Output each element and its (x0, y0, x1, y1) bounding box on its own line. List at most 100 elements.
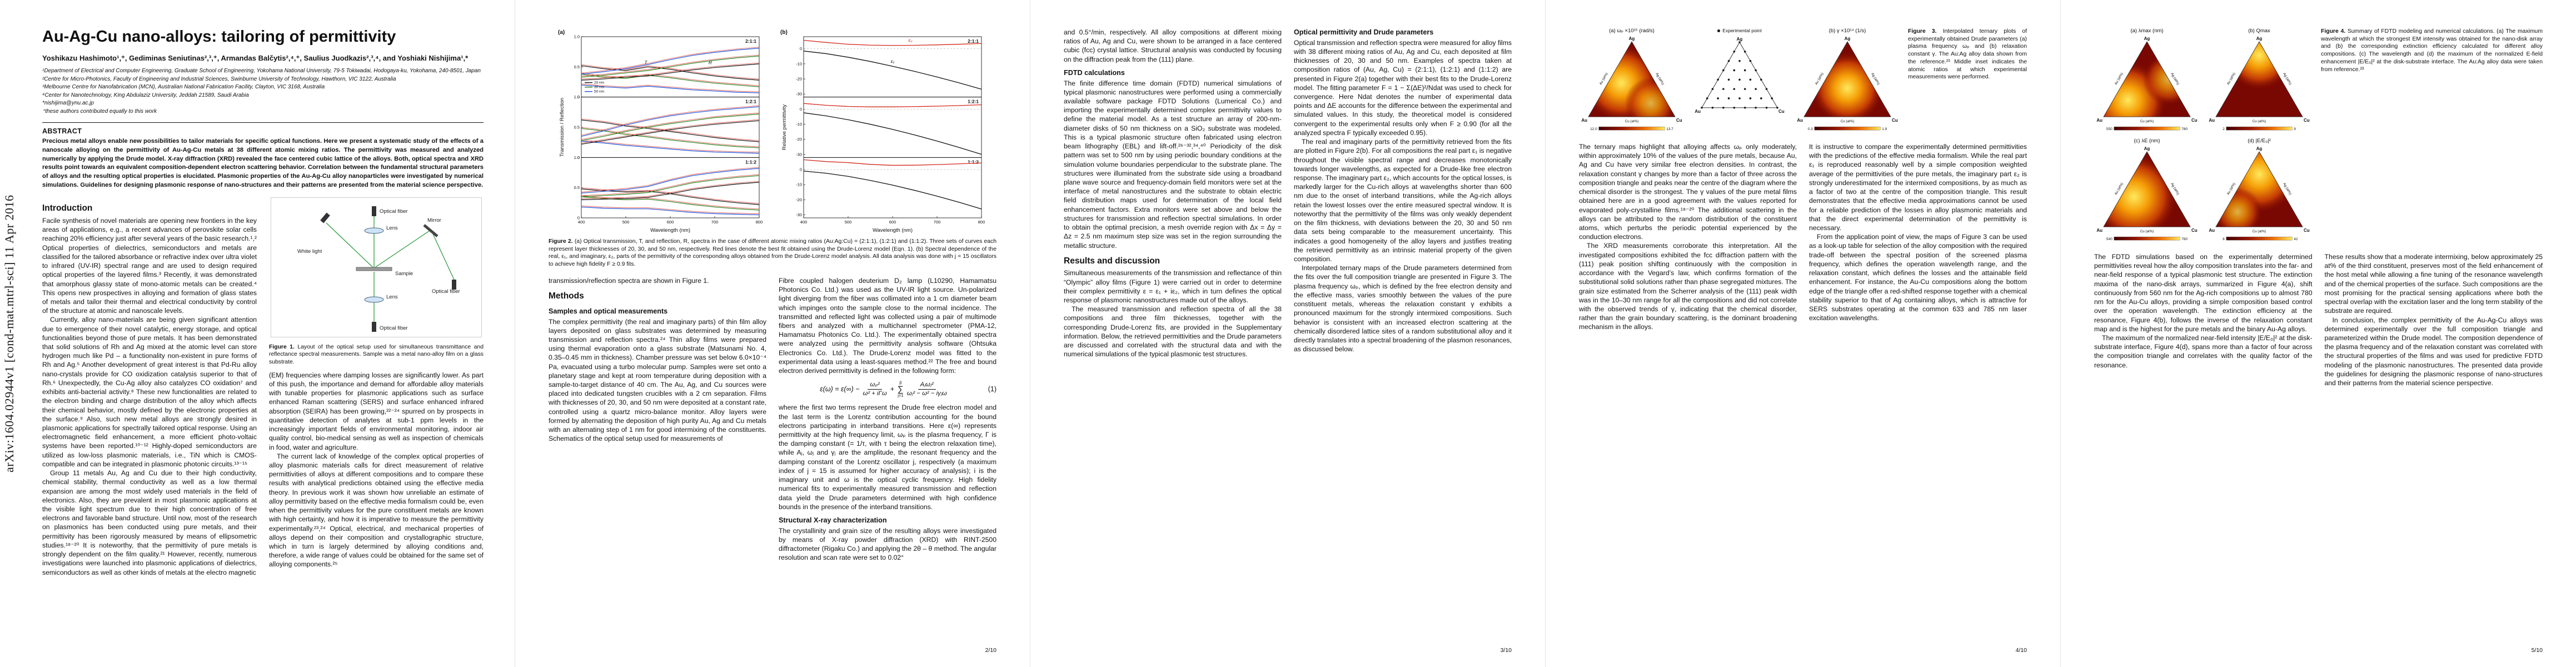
svg-text:Ag (at%): Ag (at%) (2170, 72, 2180, 86)
svg-text:Au (at%): Au (at%) (1599, 72, 1609, 86)
fiber-right-icon (452, 280, 456, 290)
body-paragraph: In conclusion, the complex permittivity … (2324, 316, 2543, 387)
svg-text:Ag: Ag (1629, 36, 1635, 41)
svg-text:1:1:2: 1:1:2 (745, 159, 756, 165)
schematic-label: Mirror (427, 217, 441, 223)
body-paragraph: where the first two terms represent the … (779, 404, 996, 511)
svg-text:700: 700 (934, 220, 941, 225)
body-paragraph: The XRD measurements corroborate this in… (1579, 242, 1797, 331)
equation-plus: + (890, 385, 895, 394)
figure-4-panel-c: (c) λE (nm) Au (at%) Ag (at%) Cu (at%) 540 7… (2094, 138, 2200, 245)
svg-text:Cu (at%): Cu (at%) (2140, 120, 2154, 123)
svg-text:(a): (a) (558, 29, 565, 36)
svg-text:Au (at%): Au (at%) (2226, 72, 2236, 86)
page-5: (a) λmax (nm) Au (at%) Ag (at%) Cu (at%) 55… (2061, 0, 2576, 667)
light-beams (326, 216, 455, 322)
affiliations: ¹Department of Electrical and Computer E… (42, 67, 484, 116)
body-paragraph: Optical transmission and reflection spec… (1294, 38, 1512, 137)
schematic-label: Lens (386, 294, 398, 300)
arxiv-stamp: arXiv:1604.02944v1 [cond-mat.mtrl-sci] 1… (2, 195, 16, 472)
svg-text:(b): (b) (780, 29, 788, 36)
body-paragraph: From the application point of view, the … (1809, 233, 2027, 322)
svg-text:1.0: 1.0 (574, 94, 580, 99)
abstract-block: ABSTRACT Precious metal alloys enable ne… (42, 122, 484, 190)
svg-text:0.3: 0.3 (1808, 127, 1813, 131)
svg-text:Au: Au (1581, 118, 1587, 123)
svg-text:Ag (at%): Ag (at%) (1870, 72, 1880, 86)
svg-text:0: 0 (800, 46, 802, 51)
corresponding-email: *nishijima@ynu.ac.jp (42, 100, 94, 107)
schematic-label: Optical fiber (432, 288, 460, 295)
subsection-heading-drude: Optical permittivity and Drude parameter… (1294, 28, 1434, 36)
body-paragraph: The real and imaginary parts of the perm… (1294, 138, 1512, 263)
svg-text:600: 600 (889, 220, 896, 225)
fiber-left-icon (320, 212, 330, 223)
ternary-experimental-points: Ag Au Cu (1695, 37, 1785, 114)
svg-text:Cu: Cu (1778, 109, 1785, 114)
ternary-map-relaxation-constant: Au (at%) Ag (at%) Cu (at%) 0.3 1.9 Ag Au Cu (1797, 36, 1897, 131)
equation-fraction: Aⱼωⱼ² ωⱼ² − ω² − iγⱼω (906, 381, 947, 397)
schematic-label: Lens (386, 225, 398, 231)
svg-text:Ag (at%): Ag (at%) (2282, 182, 2292, 196)
figure-2b-permittivity-plot: (b) Relative permittivity Wavelength (nm) 0… (780, 29, 985, 233)
page-3: and 0.5°/min, respectively. All alloy co… (1030, 0, 1546, 667)
svg-text:13.7: 13.7 (1666, 127, 1673, 131)
svg-text:Au (at%): Au (at%) (1815, 72, 1825, 86)
svg-text:Ag: Ag (2144, 146, 2150, 151)
figure-3-caption: Figure 3. Interpolated ternary plots of … (1908, 28, 2027, 81)
svg-text:-30: -30 (796, 212, 802, 217)
subsection-heading-fdtd: FDTD calculations (1064, 68, 1125, 77)
svg-text:T: T (644, 59, 647, 65)
panel-label: (d) |E/E₀|² (2248, 138, 2271, 144)
svg-text:500: 500 (622, 220, 630, 225)
panel-label: (c) λE (nm) (2134, 138, 2160, 144)
svg-text:Cu (at%): Cu (at%) (1841, 120, 1854, 123)
body-paragraph: The complex permittivity (the real and i… (549, 317, 766, 443)
svg-text:Cu: Cu (2191, 118, 2198, 123)
page-1: arXiv:1604.02944v1 [cond-mat.mtrl-sci] 1… (0, 0, 515, 667)
svg-text:0.5: 0.5 (574, 185, 580, 190)
svg-text:780: 780 (2181, 127, 2188, 131)
subsection-heading-xray: Structural X-ray characterization (779, 516, 887, 524)
svg-text:1.9: 1.9 (1882, 127, 1887, 131)
svg-text:Ag: Ag (2256, 146, 2263, 151)
svg-text:9: 9 (2294, 127, 2296, 131)
ternary-map-extinction-efficiency: Au (at%) Ag (at%) Cu (at%) 2 9 Ag Au Cu (2209, 36, 2309, 131)
svg-text:400: 400 (800, 220, 808, 225)
svg-text:0: 0 (800, 167, 802, 172)
svg-text:Ag: Ag (1845, 36, 1851, 41)
svg-text:Au: Au (2096, 118, 2102, 123)
ternary-map-field-wavelength: Au (at%) Ag (at%) Cu (at%) 540 760 Ag Au Cu (2096, 146, 2197, 241)
svg-text:-20: -20 (796, 197, 802, 202)
svg-text:800: 800 (978, 220, 985, 225)
svg-text:1.0: 1.0 (574, 155, 580, 160)
lens-top-icon (364, 227, 384, 234)
svg-text:Transmission / Reflection: Transmission / Reflection (559, 98, 565, 157)
figure-4-caption: Figure 4. Summary of FDTD modeling and n… (2321, 28, 2543, 73)
body-paragraph: The crystallinity and grain size of the … (779, 526, 996, 562)
figure-3-panel-a: (a) ωₚ ×10¹⁵ (rad/s) Au (at%) Ag (at%) Cu … (1579, 28, 1685, 135)
svg-text:Cu (at%): Cu (at%) (2253, 230, 2266, 233)
page2-column-right: Fibre coupled halogen deuterium D₂ lamp … (779, 276, 996, 563)
body-paragraph: transmission/reflection spectra are show… (549, 276, 709, 285)
section-heading-introduction: Introduction (42, 203, 93, 213)
svg-text:12.0: 12.0 (1590, 127, 1597, 131)
svg-text:-10: -10 (796, 182, 802, 187)
body-paragraph: and 0.5°/min, respectively. All alloy co… (1064, 28, 1282, 63)
section-heading-methods: Methods (549, 291, 584, 301)
svg-text:0: 0 (800, 107, 802, 112)
svg-text:Cu (at%): Cu (at%) (2140, 230, 2154, 233)
page-4: (a) ωₚ ×10¹⁵ (rad/s) Au (at%) Ag (at%) Cu … (1546, 0, 2061, 667)
svg-text:-30: -30 (796, 92, 802, 97)
body-paragraph: The FDTD simulations based on the experi… (2094, 253, 2313, 333)
svg-text:2:1:1: 2:1:1 (968, 38, 979, 44)
svg-text:Cu (at%): Cu (at%) (1625, 120, 1638, 123)
svg-text:2:1:1: 2:1:1 (745, 38, 756, 44)
svg-text:800: 800 (756, 220, 763, 225)
svg-text:2: 2 (2223, 127, 2225, 131)
page5-column-right: These results show that a moderate inter… (2325, 252, 2543, 387)
experimental-point-legend: Experimental point (1717, 28, 1762, 33)
page-number: 2/10 (985, 647, 996, 654)
dot-icon (1717, 29, 1721, 32)
page-2: (a) Transmission / Reflection Wavelength (… (515, 0, 1030, 667)
